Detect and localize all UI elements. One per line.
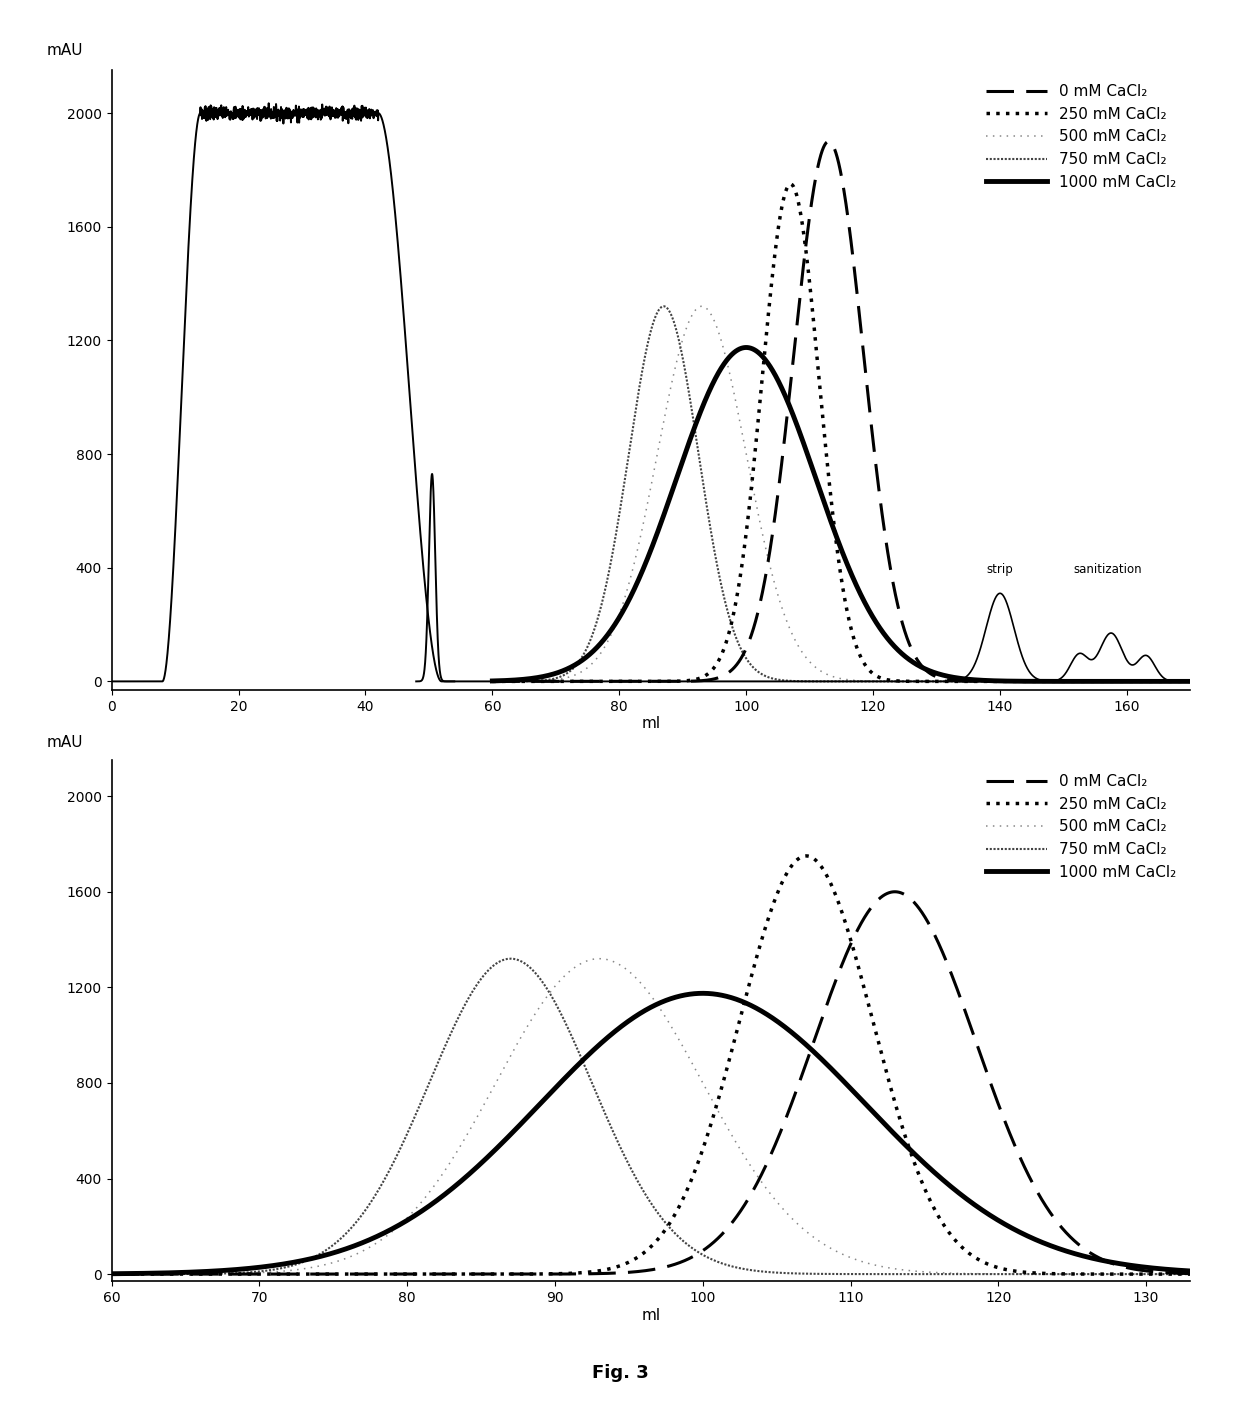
Text: Fig. 3: Fig. 3 <box>591 1364 649 1381</box>
X-axis label: ml: ml <box>641 1308 661 1322</box>
Text: mAU: mAU <box>47 735 83 750</box>
X-axis label: ml: ml <box>641 717 661 731</box>
Text: sanitization: sanitization <box>1074 563 1142 576</box>
Text: strip: strip <box>987 563 1013 576</box>
Legend: 0 mM CaCl₂, 250 mM CaCl₂, 500 mM CaCl₂, 750 mM CaCl₂, 1000 mM CaCl₂: 0 mM CaCl₂, 250 mM CaCl₂, 500 mM CaCl₂, … <box>980 77 1183 196</box>
Legend: 0 mM CaCl₂, 250 mM CaCl₂, 500 mM CaCl₂, 750 mM CaCl₂, 1000 mM CaCl₂: 0 mM CaCl₂, 250 mM CaCl₂, 500 mM CaCl₂, … <box>980 767 1183 886</box>
Text: mAU: mAU <box>47 44 83 58</box>
